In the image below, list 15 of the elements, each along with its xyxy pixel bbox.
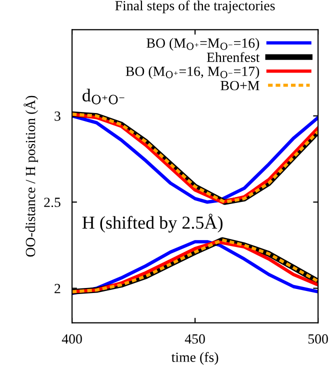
annotation: d$_{O⁺O⁻}$	[82, 88, 124, 104]
y-tick-label: 3	[54, 112, 60, 121]
legend-label: Ehrenfest	[206, 52, 260, 62]
x-tick-label: 400	[62, 334, 82, 344]
y-tick-label: 2.5	[44, 198, 60, 208]
y-axis-title: OO-distance / H position (Å)	[24, 96, 38, 257]
y-tick-label: 2	[54, 284, 60, 294]
x-axis-title: time (fs)	[171, 352, 218, 365]
legend-label: BO (M$_{O⁺}$=16, M$_{O⁻}$=17)	[126, 66, 260, 79]
annotation: H (shifted by 2.5Å)	[82, 214, 223, 233]
x-tick-label: 450	[184, 334, 205, 344]
x-tick-label: 500	[308, 334, 328, 344]
legend-label: BO (M$_{O⁺}$=M$_{O⁻}$=16)	[146, 38, 260, 51]
legend-label: BO+M	[220, 80, 260, 90]
chart-title: Final steps of the trajectories	[115, 0, 275, 14]
